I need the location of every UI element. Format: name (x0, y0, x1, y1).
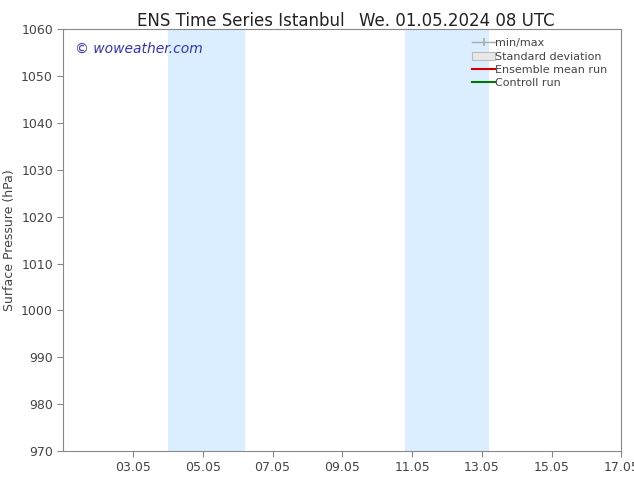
Bar (405, 29, 489, 451)
Legend: min/max, Standard deviation, Ensemble mean run, Controll run: min/max, Standard deviation, Ensemble me… (469, 35, 616, 92)
Y-axis label: Surface Pressure (hPa): Surface Pressure (hPa) (3, 169, 16, 311)
Text: ENS Time Series Istanbul: ENS Time Series Istanbul (137, 12, 345, 30)
Text: © woweather.com: © woweather.com (75, 42, 202, 56)
Text: We. 01.05.2024 08 UTC: We. 01.05.2024 08 UTC (359, 12, 554, 30)
Bar (168, 29, 245, 451)
